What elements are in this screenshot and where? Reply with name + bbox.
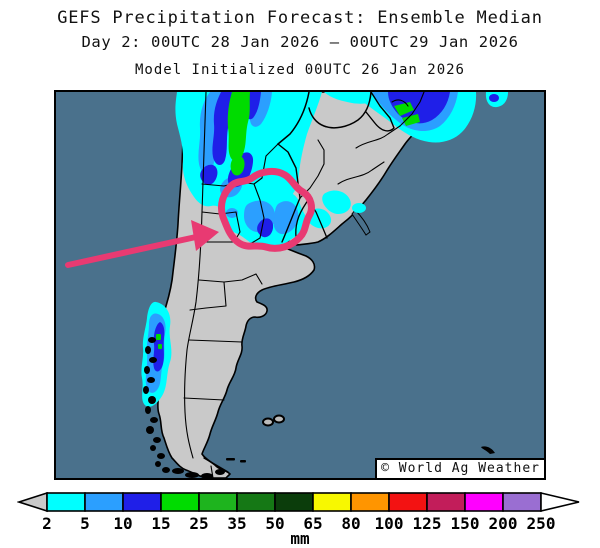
colorbar-tick: 50 <box>265 514 284 533</box>
colorbar-cell <box>350 492 390 512</box>
colorbar-tick: 80 <box>341 514 360 533</box>
colorbar-tick: 10 <box>113 514 132 533</box>
above-max-arrow <box>540 492 580 513</box>
colorbar-tick: 65 <box>303 514 322 533</box>
annotations <box>65 167 315 268</box>
colorbar-tick-labels: 2 5 10 15 25 35 50 65 80 100 125 150 200 250 <box>42 514 555 533</box>
colorbar-tick: 100 <box>375 514 404 533</box>
colorbar-tick: 125 <box>413 514 442 533</box>
islands <box>143 337 495 478</box>
page-title: GEFS Precipitation Forecast: Ensemble Me… <box>57 8 543 28</box>
colorbar-tick: 150 <box>451 514 480 533</box>
colorbar-cell <box>122 492 162 512</box>
map-panel: © World Ag Weather <box>54 90 546 480</box>
colorbar-cell <box>464 492 504 512</box>
map-svg <box>56 92 544 478</box>
highlight-circle <box>217 167 315 252</box>
political-borders <box>183 92 425 478</box>
falkland-islands <box>262 414 285 427</box>
highlight-arrow-head <box>191 220 219 251</box>
highlight-arrow-shaft <box>65 234 199 268</box>
colorbar-tick: 5 <box>80 514 90 533</box>
colorbar: 2 5 10 15 25 35 50 65 80 100 125 150 200 250 mm <box>17 492 580 546</box>
model-init-label: Model Initialized 00UTC 26 Jan 2026 <box>134 62 465 78</box>
colorbar-cells <box>17 492 580 513</box>
precip-15mm-layer <box>156 92 420 349</box>
colorbar-tick: 35 <box>227 514 246 533</box>
colorbar-tick: 15 <box>151 514 170 533</box>
colorbar-tick: 250 <box>527 514 556 533</box>
forecast-period: Day 2: 00UTC 28 Jan 2026 — 00UTC 29 Jan … <box>81 33 519 51</box>
colorbar-cell <box>198 492 238 512</box>
credit-badge: © World Ag Weather <box>375 458 544 478</box>
colorbar-tick: 2 <box>42 514 52 533</box>
colorbar-unit: mm <box>290 529 310 546</box>
colorbar-tick: 25 <box>189 514 208 533</box>
colorbar-cell <box>388 492 428 512</box>
colorbar-cell <box>312 492 352 512</box>
colorbar-cell <box>84 492 124 512</box>
below-min-arrow <box>17 492 48 513</box>
colorbar-cell <box>274 492 314 512</box>
colorbar-cell <box>160 492 200 512</box>
colorbar-cell <box>426 492 466 512</box>
colorbar-cell <box>46 492 86 512</box>
coastal-lagoon <box>351 209 371 236</box>
colorbar-cell <box>236 492 276 512</box>
credit-text: © World Ag Weather <box>381 461 540 476</box>
colorbar-cell <box>502 492 542 512</box>
colorbar-tick: 200 <box>489 514 518 533</box>
